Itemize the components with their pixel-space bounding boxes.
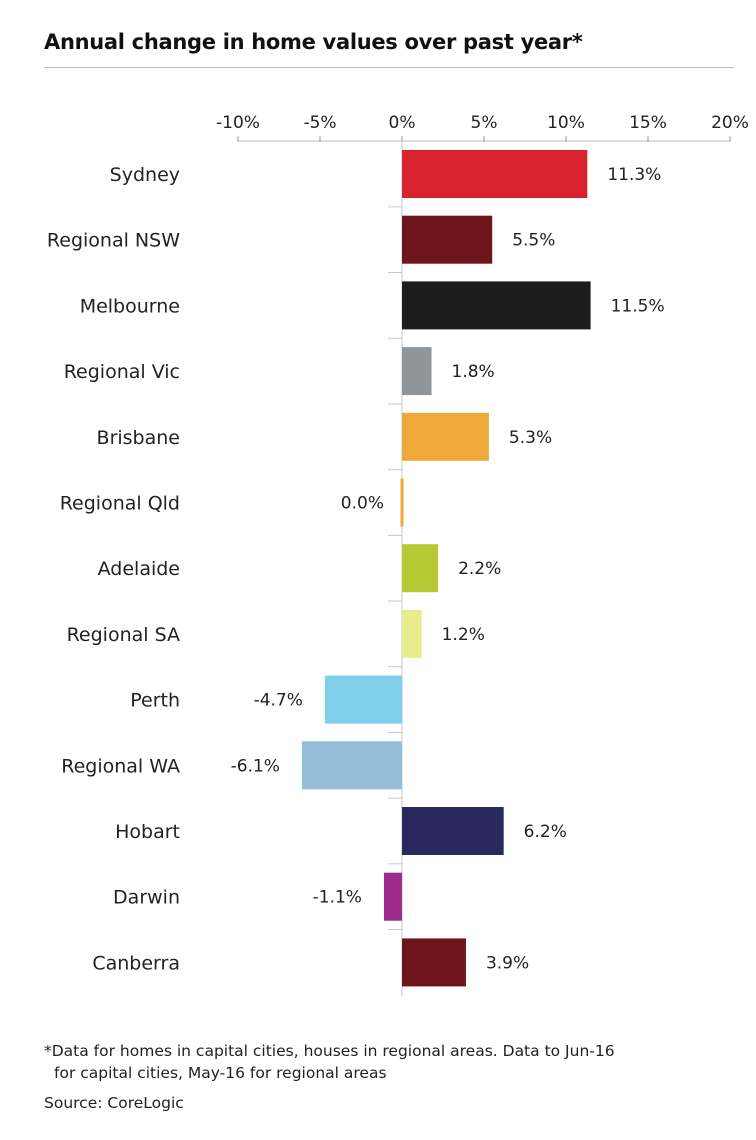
category-label: Melbourne	[80, 295, 180, 317]
category-label: Sydney	[110, 164, 180, 186]
value-label: 2.2%	[458, 559, 501, 579]
bar-brisbane	[402, 412, 489, 461]
bar-canberra	[402, 938, 466, 987]
bar-regional-nsw	[402, 215, 493, 264]
value-label: 6.2%	[524, 822, 567, 842]
chart-title: Annual change in home values over past y…	[44, 30, 583, 54]
bar-sydney	[402, 150, 588, 198]
category-label: Adelaide	[98, 558, 180, 580]
value-label: 11.5%	[611, 296, 665, 316]
value-label: -4.7%	[254, 691, 303, 711]
value-label: 5.3%	[509, 428, 552, 448]
value-label: 1.8%	[452, 362, 495, 382]
bar-melbourne	[402, 281, 591, 330]
category-label: Darwin	[113, 887, 180, 909]
x-tick-label: -5%	[303, 113, 336, 133]
labels-layer: Sydney 11.3% Regional NSW 5.5% Melbourne 11.5…	[47, 164, 665, 974]
category-label: Hobart	[115, 821, 180, 843]
category-label: Regional NSW	[47, 230, 180, 252]
x-tick-label: 5%	[471, 113, 498, 133]
x-tick-label: 10%	[547, 113, 585, 133]
source-note: Source: CoreLogic	[44, 1094, 184, 1112]
bar-chart: -10% -5% 0% 5% 10% 15% 20% Sydney 11.3% Regional…	[47, 113, 749, 997]
title-divider	[44, 67, 734, 68]
x-tick-label: -10%	[216, 113, 260, 133]
footnote-line-1: *Data for homes in capital cities, house…	[44, 1042, 615, 1060]
bar-adelaide	[402, 544, 439, 593]
value-label: 3.9%	[486, 953, 529, 973]
category-label: Regional Vic	[64, 361, 180, 383]
bar-regional-vic	[402, 347, 432, 396]
category-label: Regional WA	[61, 755, 180, 777]
value-label: 1.2%	[442, 625, 485, 645]
bar-regional-wa	[301, 741, 402, 790]
category-label: Regional Qld	[60, 493, 180, 515]
x-tick-label: 20%	[711, 113, 749, 133]
bar-regional-sa	[402, 609, 422, 658]
footnote-line-2: for capital cities, May-16 for regional …	[54, 1064, 387, 1082]
x-tick-label: 0%	[389, 113, 416, 133]
category-label: Canberra	[92, 952, 180, 974]
category-label: Perth	[130, 690, 180, 712]
value-label: -6.1%	[231, 756, 280, 776]
bar-hobart	[402, 807, 504, 855]
x-tick-label: 15%	[629, 113, 667, 133]
value-label: -1.1%	[313, 888, 362, 908]
bar-darwin	[383, 872, 402, 921]
value-label: 11.3%	[607, 165, 661, 185]
bars-layer	[301, 150, 591, 987]
category-label: Regional SA	[67, 624, 180, 646]
bar-perth	[324, 675, 402, 724]
footnote: *Data for homes in capital cities, house…	[44, 1040, 724, 1084]
value-label: 5.5%	[512, 231, 555, 251]
value-label: 0.0%	[341, 494, 384, 514]
category-label: Brisbane	[97, 427, 180, 449]
bar-regional-qld	[400, 478, 404, 527]
